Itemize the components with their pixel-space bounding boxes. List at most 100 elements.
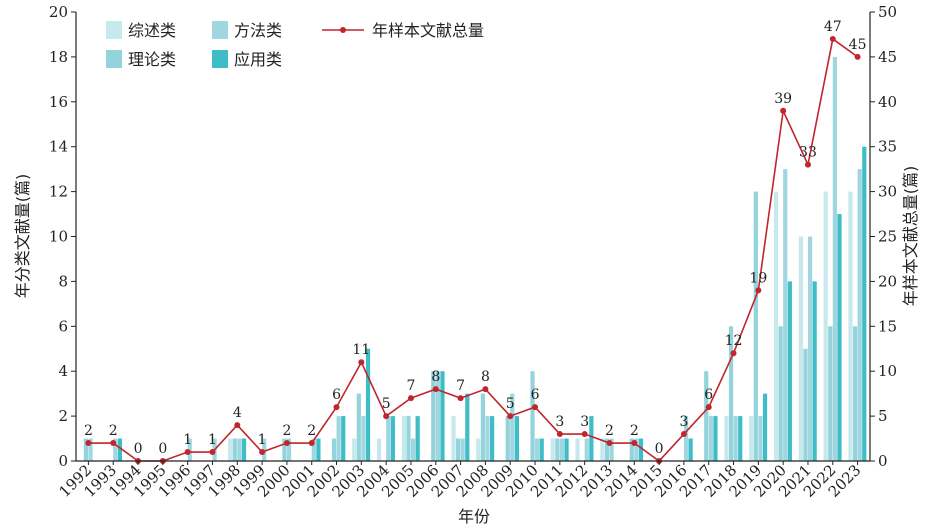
bar-综述类-2007 <box>451 416 456 461</box>
bar-方法类-2014 <box>634 438 639 461</box>
bar-理论类-2005 <box>406 416 411 461</box>
bar-理论类-2011 <box>555 438 560 461</box>
bar-应用类-2005 <box>415 416 420 461</box>
bar-方法类-1999 <box>262 438 267 461</box>
total-point-2014 <box>631 440 638 447</box>
bars-layer <box>83 56 867 462</box>
total-point-2022 <box>829 35 836 42</box>
total-point-2020 <box>780 107 787 114</box>
bar-理论类-2003 <box>356 393 361 461</box>
total-label-1995: 0 <box>158 441 167 457</box>
total-label-2005: 7 <box>407 378 416 394</box>
total-label-1996: 1 <box>183 432 192 448</box>
legend-label-应用类: 应用类 <box>234 50 282 69</box>
bar-理论类-1998 <box>232 438 237 461</box>
bar-方法类-2011 <box>559 438 565 461</box>
total-point-2023 <box>854 53 861 60</box>
bar-理论类-2017 <box>704 371 709 461</box>
y-right-tick-label: 35 <box>878 138 897 156</box>
bar-方法类-2003 <box>361 416 366 461</box>
bar-理论类-2006 <box>431 371 436 461</box>
total-point-2016 <box>680 431 687 438</box>
bar-应用类-2019 <box>762 393 768 461</box>
y-axis-right-title: 年样本文献总量(篇) <box>901 166 920 307</box>
bar-方法类-2007 <box>460 438 465 461</box>
total-point-2001 <box>308 440 315 447</box>
bar-理论类-2023 <box>852 326 858 461</box>
total-point-2004 <box>383 413 390 420</box>
y-left-tick-label: 6 <box>58 317 68 335</box>
y-left-tick-label: 0 <box>58 452 68 470</box>
bar-应用类-1998 <box>241 438 247 461</box>
bar-应用类-2009 <box>514 416 520 461</box>
bar-方法类-2021 <box>807 236 813 461</box>
total-point-2003 <box>358 359 365 366</box>
bar-应用类-2006 <box>440 371 445 461</box>
total-label-1994: 0 <box>134 441 143 457</box>
bar-方法类-2023 <box>857 169 862 461</box>
total-line-layer <box>85 35 861 464</box>
bar-方法类-2008 <box>485 416 490 461</box>
total-point-2019 <box>755 287 762 294</box>
bar-应用类-2022 <box>837 214 842 461</box>
y-right-tick-label: 25 <box>878 228 897 246</box>
bar-方法类-2009 <box>510 393 515 461</box>
bar-应用类-2017 <box>713 416 718 461</box>
bar-理论类-2009 <box>505 416 510 461</box>
y-axis-left-title: 年分类文献量(篇) <box>13 174 32 299</box>
y-right-tick-label: 40 <box>878 93 897 111</box>
total-point-1996 <box>184 449 191 456</box>
total-label-2022: 47 <box>824 19 842 35</box>
y-left-tick-label: 2 <box>58 407 68 425</box>
total-point-1998 <box>234 422 241 429</box>
bar-应用类-2004 <box>390 416 395 461</box>
bar-方法类-2022 <box>832 56 837 462</box>
legend-label-理论类: 理论类 <box>128 50 176 69</box>
legend-swatch-应用类 <box>212 50 228 68</box>
total-label-2012: 3 <box>580 414 589 430</box>
total-point-2008 <box>482 386 489 393</box>
bar-综述类-2013 <box>600 438 605 461</box>
y-right-tick-label: 50 <box>878 3 897 21</box>
total-label-2010: 6 <box>531 387 540 403</box>
total-label-1992: 2 <box>84 423 93 439</box>
bar-应用类-2020 <box>787 281 792 461</box>
legend-label-综述类: 综述类 <box>128 21 176 40</box>
total-label-2023: 45 <box>849 37 867 53</box>
total-label-2017: 6 <box>704 387 713 403</box>
bar-方法类-2002 <box>336 416 341 461</box>
bar-方法类-2005 <box>410 438 416 461</box>
total-point-2013 <box>606 440 613 447</box>
bar-应用类-2014 <box>638 438 644 461</box>
total-point-2021 <box>804 161 811 168</box>
total-label-2018: 12 <box>725 333 743 349</box>
bar-方法类-2010 <box>535 438 540 461</box>
total-point-1993 <box>110 440 117 447</box>
total-label-2003: 11 <box>352 342 370 358</box>
bar-理论类-2000 <box>282 438 287 461</box>
bar-方法类-1992 <box>88 438 93 461</box>
total-label-2021: 33 <box>799 145 817 161</box>
total-label-2015: 0 <box>655 441 664 457</box>
legend-label-方法类: 方法类 <box>234 21 282 40</box>
bar-方法类-2013 <box>609 438 614 461</box>
bar-理论类-2008 <box>480 393 486 461</box>
legend-swatch-理论类 <box>106 50 122 68</box>
y-right-tick-label: 5 <box>878 407 888 425</box>
bar-方法类-1996 <box>187 438 192 461</box>
bar-综述类-2004 <box>376 438 382 461</box>
total-point-2006 <box>432 386 439 393</box>
total-label-2008: 8 <box>481 369 490 385</box>
total-label-2019: 19 <box>749 270 767 286</box>
total-point-2009 <box>507 413 514 420</box>
total-point-2012 <box>581 431 588 438</box>
total-line <box>88 37 859 463</box>
bar-应用类-2016 <box>688 438 693 461</box>
bar-应用类-2018 <box>738 416 743 461</box>
x-axis-title: 年份 <box>458 507 490 526</box>
total-label-2002: 6 <box>332 387 341 403</box>
bar-理论类-2022 <box>828 326 833 461</box>
bar-综述类-2023 <box>848 191 853 461</box>
